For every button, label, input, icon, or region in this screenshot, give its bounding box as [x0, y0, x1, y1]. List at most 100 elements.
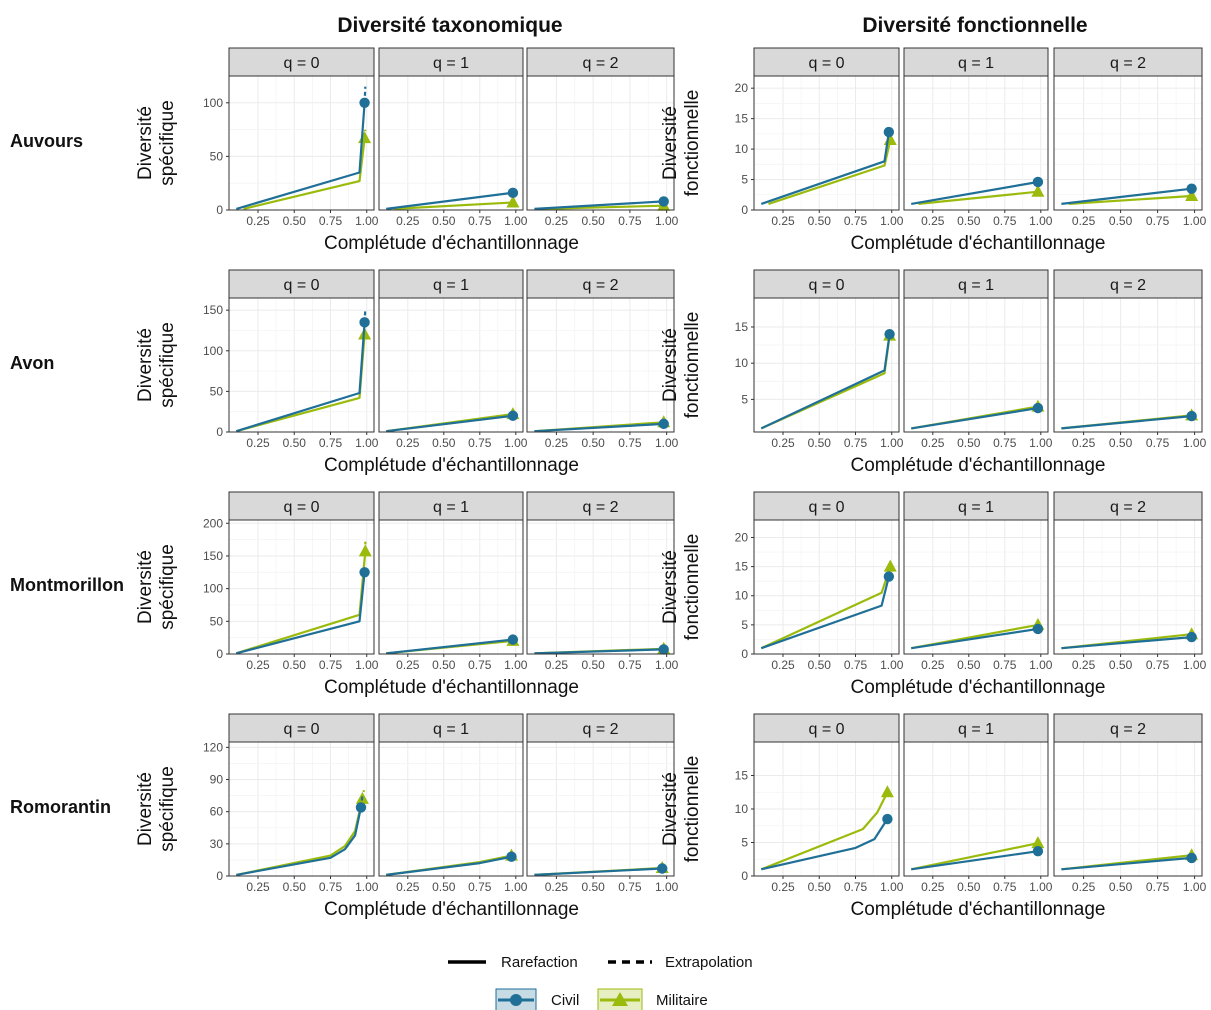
- panel-border: [753, 741, 900, 877]
- militaire-rarefaction-line: [760, 791, 889, 871]
- x-tick-label: 0.50: [432, 436, 456, 450]
- y-tick-label: 15: [735, 112, 749, 126]
- civil-rarefaction-line: [911, 407, 1039, 430]
- panel-border: [1053, 519, 1203, 655]
- y-axis-title-line2: fonctionnelle: [682, 90, 703, 197]
- site-label: Montmorillon: [10, 575, 124, 595]
- y-tick-label: 10: [735, 589, 749, 603]
- civil-observed-point: [1186, 183, 1197, 194]
- x-tick-label: 1.00: [504, 658, 528, 672]
- y-tick-label: 10: [735, 356, 749, 370]
- panel-border: [378, 741, 524, 877]
- panel-border: [378, 297, 524, 433]
- panel-border: [526, 297, 675, 433]
- civil-observed-point: [1032, 623, 1044, 635]
- facet-strip-label: q = 0: [283, 499, 319, 516]
- x-tick-label: 0.75: [618, 436, 642, 450]
- x-tick-label: 0.50: [581, 880, 605, 894]
- x-tick-label: 1.00: [1029, 880, 1053, 894]
- x-tick-label: 0.75: [319, 658, 343, 672]
- facet-strip-label: q = 0: [808, 55, 844, 72]
- y-axis-title-line1: Diversité: [135, 772, 156, 846]
- facet-strip: [378, 491, 524, 521]
- x-tick-label: 1.00: [355, 214, 379, 228]
- civil-observed-point: [506, 851, 517, 862]
- x-tick-label: 0.50: [957, 880, 981, 894]
- civil-rarefaction-line: [911, 627, 1039, 650]
- facet-strip-label: q = 0: [283, 55, 319, 72]
- civil-rarefaction-line: [911, 850, 1039, 871]
- y-tick-label: 50: [210, 149, 224, 163]
- x-axis-title: Complétude d'échantillonnage: [324, 455, 579, 476]
- facet-strip-label: q = 0: [808, 499, 844, 516]
- x-tick-label: 0.50: [283, 658, 307, 672]
- x-tick-label: 0.25: [921, 214, 945, 228]
- panel-border: [1053, 297, 1203, 433]
- x-tick-label: 0.75: [618, 214, 642, 228]
- civil-observed-point: [1032, 402, 1044, 414]
- x-tick-label: 0.50: [1109, 436, 1133, 450]
- x-tick-label: 1.00: [355, 436, 379, 450]
- militaire-rarefaction-line: [393, 201, 513, 210]
- x-tick-label: 0.25: [545, 658, 569, 672]
- x-tick-label: 0.25: [246, 658, 270, 672]
- y-axis-title-line1: Diversité: [135, 328, 156, 402]
- y-axis-title-line1: Diversité: [660, 772, 681, 846]
- civil-rarefaction-line: [386, 638, 514, 655]
- y-axis-title-line2: spécifique: [157, 322, 178, 408]
- panel-background: [527, 298, 674, 432]
- y-tick-label: 150: [203, 549, 223, 563]
- legend-militaire-marker: [612, 992, 628, 1006]
- facet-strip-label: q = 0: [283, 721, 319, 738]
- militaire-rarefaction-line: [910, 842, 1039, 871]
- y-axis-title-line1: Diversité: [135, 550, 156, 624]
- x-tick-label: 0.50: [283, 436, 307, 450]
- facet-strip-label: q = 0: [808, 721, 844, 738]
- x-tick-label: 0.50: [808, 214, 832, 228]
- panel-background: [379, 76, 523, 210]
- y-tick-label: 15: [735, 769, 749, 783]
- panel-background: [1054, 76, 1202, 210]
- civil-observed-point: [882, 813, 893, 825]
- civil-observed-point: [359, 567, 370, 578]
- y-axis-title-line1: Diversité: [135, 106, 156, 180]
- x-tick-label: 0.75: [993, 436, 1017, 450]
- y-tick-label: 90: [210, 773, 224, 787]
- civil-rarefaction-line: [386, 855, 512, 876]
- civil-observed-point: [507, 410, 519, 421]
- x-tick-label: 0.75: [993, 880, 1017, 894]
- facet-strip-label: q = 0: [808, 277, 844, 294]
- civil-observed-point: [359, 317, 370, 328]
- panel-border: [526, 741, 675, 877]
- x-tick-label: 0.50: [581, 658, 605, 672]
- facet-strip-label: q = 1: [958, 721, 994, 738]
- facet-strip: [1053, 491, 1203, 521]
- x-tick-label: 1.00: [1183, 658, 1207, 672]
- facet-strip-label: q = 1: [433, 277, 469, 294]
- civil-rarefaction-line: [1061, 415, 1192, 430]
- civil-observed-point: [658, 196, 669, 207]
- facet-strip-label: q = 0: [283, 277, 319, 294]
- right-column-title: Diversité fonctionnelle: [862, 14, 1087, 37]
- x-tick-label: 0.50: [432, 880, 456, 894]
- civil-observed-point: [883, 571, 895, 582]
- panel-border: [378, 75, 524, 211]
- facet-strip: [228, 47, 375, 77]
- civil-observed-point: [658, 418, 669, 430]
- civil-rarefaction-line: [534, 648, 664, 655]
- plot-panels: Auvours Diversité spécifique050100Complétu…: [10, 47, 1207, 920]
- x-tick-label: 0.25: [1072, 214, 1096, 228]
- panel-border: [753, 297, 900, 433]
- x-tick-label: 0.50: [581, 214, 605, 228]
- x-tick-label: 0.25: [771, 436, 795, 450]
- civil-observed-point: [884, 329, 895, 340]
- facet-strip-label: q = 1: [433, 721, 469, 738]
- legend-extrapolation-label: Extrapolation: [665, 954, 753, 971]
- x-tick-label: 0.50: [1109, 658, 1133, 672]
- y-tick-label: 120: [203, 740, 223, 754]
- panel-border: [526, 75, 675, 211]
- x-tick-label: 0.75: [1146, 436, 1170, 450]
- x-axis-title: Complétude d'échantillonnage: [324, 899, 579, 920]
- site-label: Auvours: [10, 131, 83, 151]
- y-tick-label: 5: [741, 392, 748, 406]
